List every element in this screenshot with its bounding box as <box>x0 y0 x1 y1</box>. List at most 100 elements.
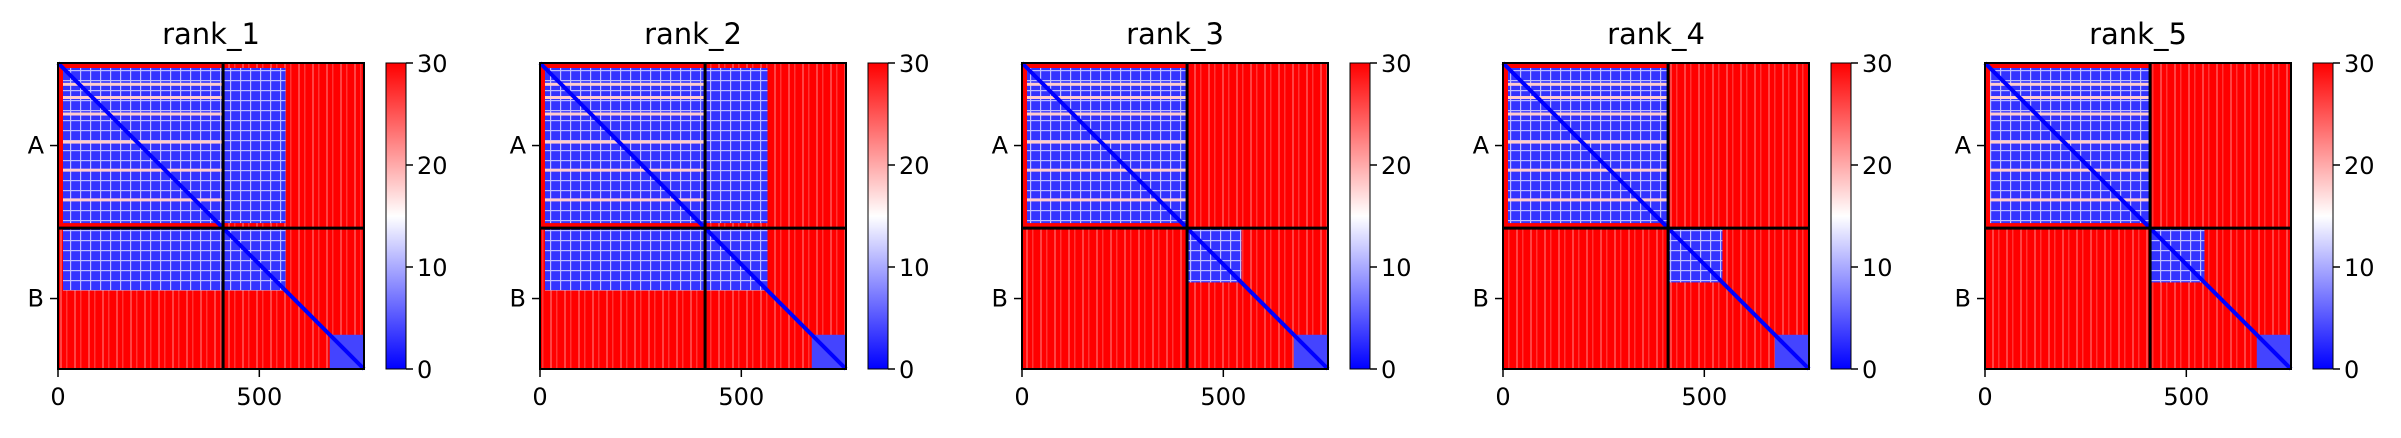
axes-frame <box>1021 62 1329 370</box>
chainA-band <box>1027 82 1188 86</box>
chainA-band <box>1990 96 2151 100</box>
x-tick-label: 500 <box>1200 383 1246 411</box>
x-tick-label: 500 <box>236 383 282 411</box>
colorbar-tick-label: 30 <box>899 50 930 78</box>
colorbar-frame <box>867 62 889 370</box>
x-tick-label: 0 <box>1014 383 1029 411</box>
chainA-band <box>63 140 224 144</box>
colorbar-tick-label: 10 <box>417 254 448 282</box>
x-tick-label: 0 <box>50 383 65 411</box>
colorbar <box>2313 63 2333 369</box>
panel-4: rank_4 0 500 A B 0 10 20 30 <box>1473 17 1893 411</box>
x-tick-label: 0 <box>1977 383 1992 411</box>
chainA-band <box>1990 168 2151 172</box>
x-tick-label: 500 <box>2163 383 2209 411</box>
interchain-block-BA <box>63 228 224 291</box>
colorbar-tick-label: 20 <box>1862 152 1893 180</box>
colorbar <box>1350 63 1370 369</box>
colorbar-tick-label: 30 <box>2344 50 2375 78</box>
diagonal <box>1983 61 2293 371</box>
colorbar-tick-label: 10 <box>899 254 930 282</box>
heatmap-texture <box>1503 228 1669 369</box>
colorbar-frame <box>2312 62 2334 370</box>
chainA-band <box>1990 140 2151 144</box>
chainA-band <box>545 140 706 144</box>
diagonal <box>56 61 366 371</box>
heatmap-texture <box>1668 63 1809 369</box>
chainA-band <box>1508 112 1669 116</box>
colorbar-tick-label: 30 <box>1862 50 1893 78</box>
interchain-block-AB <box>223 68 286 224</box>
colorbar-tick-label: 10 <box>2344 254 2375 282</box>
chain-label: B <box>1955 285 1971 313</box>
panel-title: rank_5 <box>2089 17 2187 51</box>
chainA-band <box>545 96 706 100</box>
chain-label: B <box>510 285 526 313</box>
chain-label: B <box>992 285 1008 313</box>
axes-frame <box>1984 62 2292 370</box>
chainA-band <box>545 198 706 202</box>
colorbar-tick-label: 0 <box>1381 356 1396 384</box>
heatmap-texture <box>1022 228 1188 369</box>
panel-title: rank_3 <box>1126 17 1224 51</box>
diagonal <box>1020 61 1330 371</box>
chainA-band <box>545 112 706 116</box>
x-tick-label: 500 <box>718 383 764 411</box>
chain-label: A <box>28 132 45 160</box>
x-tick-label: 0 <box>532 383 547 411</box>
colorbar-tick-label: 0 <box>2344 356 2359 384</box>
colorbar-tick-label: 30 <box>1381 50 1412 78</box>
axes-frame <box>1502 62 1810 370</box>
colorbar-frame <box>385 62 407 370</box>
panel-1: rank_1 0 500 A B 0 10 20 30 <box>28 17 448 411</box>
diagonal <box>538 61 848 371</box>
colorbar-tick-label: 30 <box>417 50 448 78</box>
chain-label: A <box>1473 132 1490 160</box>
colorbar <box>386 63 406 369</box>
chainA-band <box>1027 168 1188 172</box>
chainA-band <box>1990 198 2151 202</box>
x-tick-label: 0 <box>1495 383 1510 411</box>
chainA-band <box>1027 140 1188 144</box>
panel-title: rank_1 <box>162 17 260 51</box>
panel-3: rank_3 0 500 A B 0 10 20 30 <box>992 17 1412 411</box>
colorbar-frame <box>1349 62 1371 370</box>
heatmap-texture <box>2150 63 2291 369</box>
chainA-band <box>63 168 224 172</box>
chainA-band <box>63 198 224 202</box>
chainA-band <box>1508 140 1669 144</box>
chain-label: A <box>510 132 527 160</box>
diagonal <box>1501 61 1811 371</box>
chainA-band <box>1508 96 1669 100</box>
axes-frame <box>57 62 365 370</box>
chainA-band <box>1508 198 1669 202</box>
chain-label: B <box>28 285 44 313</box>
heatmap-texture <box>1985 228 2151 369</box>
colorbar <box>1831 63 1851 369</box>
colorbar-tick-label: 10 <box>1381 254 1412 282</box>
panel-title: rank_4 <box>1607 17 1705 51</box>
chainA-band <box>545 168 706 172</box>
colorbar <box>868 63 888 369</box>
colorbar-tick-label: 0 <box>417 356 432 384</box>
heatmap-texture <box>1187 63 1328 369</box>
chainA-band <box>1508 168 1669 172</box>
chainA-band <box>1990 112 2151 116</box>
chain-label: B <box>1473 285 1489 313</box>
x-tick-label: 500 <box>1681 383 1727 411</box>
colorbar-tick-label: 20 <box>899 152 930 180</box>
chainA-band <box>63 96 224 100</box>
interchain-block-BA <box>545 228 706 291</box>
chainA-band <box>545 82 706 86</box>
chain-label: A <box>992 132 1009 160</box>
colorbar-tick-label: 0 <box>1862 356 1877 384</box>
colorbar-tick-label: 10 <box>1862 254 1893 282</box>
chainA-band <box>1027 198 1188 202</box>
chainA-band <box>1027 96 1188 100</box>
panel-2: rank_2 0 500 A B 0 10 20 30 <box>510 17 930 411</box>
chainA-band <box>63 112 224 116</box>
colorbar-tick-label: 20 <box>2344 152 2375 180</box>
colorbar-tick-label: 20 <box>1381 152 1412 180</box>
chainA-band <box>1990 82 2151 86</box>
